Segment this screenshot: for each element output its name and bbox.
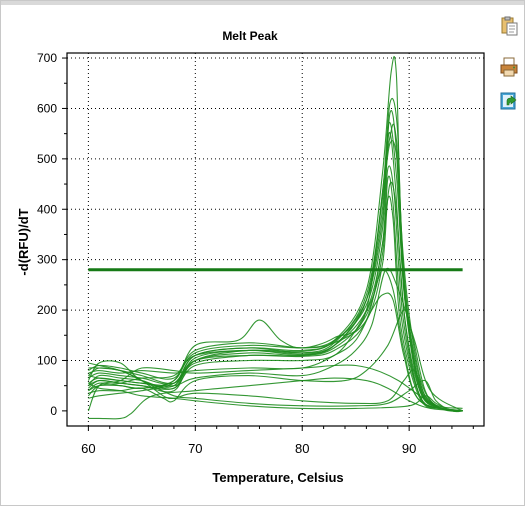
panel-top-border [1,1,524,5]
series-line-15 [88,309,463,412]
y-tick-label: 200 [37,303,57,317]
copy-button[interactable] [499,16,519,36]
series-line-12 [88,292,463,412]
clipboard-copy-icon [501,16,518,36]
y-tick-label: 500 [37,152,57,166]
export-button[interactable] [499,91,519,111]
series-line-18 [88,382,463,412]
y-axis-ticks: 0 100 200 300 400 500 600 700 [37,51,67,418]
x-tick-label: 60 [81,441,95,456]
y-tick-label: 300 [37,253,57,267]
y-tick-label: 0 [50,404,57,418]
y-tick-label: 100 [37,353,57,367]
series-line-14 [88,377,463,420]
series-line-13 [87,364,463,412]
series-group [87,56,463,420]
series-line-19 [88,267,463,412]
series-line-11 [88,269,463,412]
x-axis-label: Temperature, Celsius [212,470,343,485]
y-tick-label: 700 [37,51,57,65]
series-line-17 [88,362,463,413]
chart-title: Melt Peak [222,29,278,43]
x-tick-label: 70 [188,441,202,456]
series-line-9 [88,140,463,412]
print-icon [500,57,518,77]
print-button[interactable] [499,57,519,77]
y-tick-label: 600 [37,101,57,115]
x-axis-ticks: 60 70 80 90 [81,426,474,456]
series-line-20 [88,181,463,412]
export-icon [500,92,517,110]
x-tick-label: 80 [295,441,309,456]
x-tick-label: 90 [402,441,416,456]
y-axis-label: -d(RFU)/dT [16,208,31,275]
y-tick-label: 400 [37,202,57,216]
